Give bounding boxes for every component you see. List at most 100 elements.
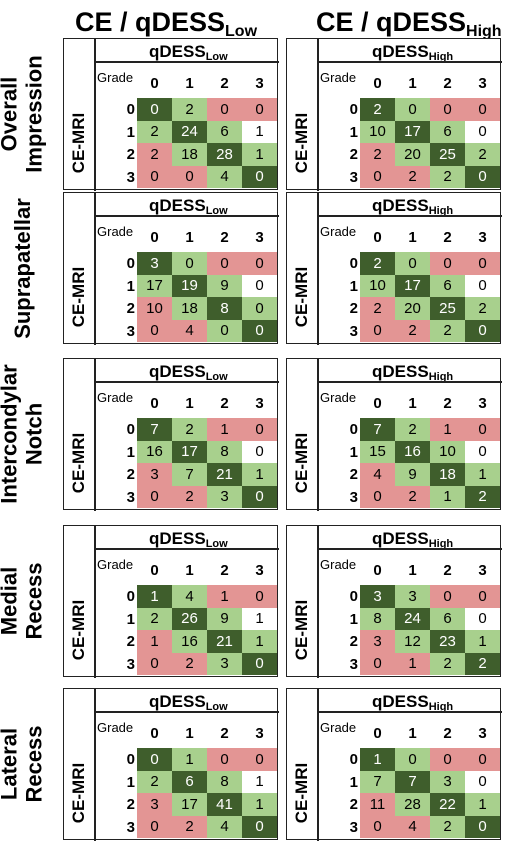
grade-label: Grade (320, 224, 357, 239)
ce-mri-axis-label: CE-MRI (292, 762, 311, 824)
column-grade-tick: 2 (443, 395, 452, 412)
matrix-cell: 1 (172, 748, 207, 771)
matrix-cell: 25 (430, 297, 465, 320)
panel-title: qDESSLow (149, 362, 228, 383)
matrix-cell: 1 (242, 120, 277, 143)
matrix-cell: 16 (395, 440, 430, 463)
row-label-line: Recess (22, 562, 48, 640)
matrix-cell: 26 (172, 607, 207, 630)
matrix-cell: 1 (242, 793, 277, 816)
row-grade-tick: 0 (126, 751, 135, 768)
column-grade-tick: 0 (373, 395, 382, 412)
panel-axis-divider (94, 526, 96, 678)
matrix-cell: 0 (430, 98, 465, 121)
matrix-cell: 0 (360, 652, 395, 675)
matrix-cell: 1 (360, 748, 395, 771)
matrix-cell: 0 (242, 252, 277, 275)
matrix-cell: 0 (137, 165, 172, 188)
column-grade-tick: 2 (443, 562, 452, 579)
ce-mri-axis-label: CE-MRI (69, 432, 88, 494)
matrix-cell: 21 (207, 630, 242, 653)
row-grade-tick: 3 (349, 488, 358, 506)
ce-mri-axis-label: CE-MRI (69, 762, 88, 824)
grade-label: Grade (320, 557, 357, 572)
matrix-cell: 17 (395, 120, 430, 143)
row-label-text: Overall Impression (0, 55, 47, 172)
panel-header-divider (317, 711, 502, 713)
matrix-cell: 7 (360, 770, 395, 793)
panel-title-subscript: High (428, 205, 454, 217)
matrix-cell: 1 (207, 585, 242, 608)
matrix-cell: 0 (242, 815, 277, 838)
matrix-cell: 2 (137, 120, 172, 143)
row-grade-tick: 2 (126, 633, 135, 650)
matrix-cell: 0 (207, 252, 242, 275)
panel-axis-divider (94, 689, 96, 841)
matrix-cell: 2 (360, 98, 395, 121)
column-grade-tick: 1 (185, 75, 194, 92)
row-grade-tick: 1 (349, 773, 358, 791)
matrix-cell: 1 (395, 652, 430, 675)
row-label-text: Medial Recess (0, 562, 47, 639)
confusion-panel-intercondylar-notch-low: qDESSLow Grade 0 1 2 3 0 1 2 3 CE-MRI 7 2 1 0 16 17 8 0 3 7 2… (63, 358, 279, 511)
matrix-cell: 0 (242, 652, 277, 675)
panel-axis-divider (317, 359, 319, 511)
matrix-cell: 4 (207, 165, 242, 188)
confusion-panel-suprapatellar-low: qDESSLow Grade 0 1 2 3 0 1 2 3 CE-MRI 3 0 0 0 17 19 9 0 10 1… (63, 192, 279, 345)
matrix-cell: 9 (207, 274, 242, 297)
column-title-subscript: High (466, 23, 502, 40)
matrix-cell: 8 (207, 770, 242, 793)
panel-title: qDESSHigh (372, 529, 453, 550)
matrix-cell: 0 (465, 165, 500, 188)
row-label-line: Intercondylar (0, 364, 22, 504)
matrix-cell: 1 (137, 630, 172, 653)
matrix-cell: 10 (360, 120, 395, 143)
matrix-cell: 7 (395, 770, 430, 793)
matrix-cell: 6 (430, 120, 465, 143)
matrix-cell: 10 (360, 274, 395, 297)
matrix-cell: 24 (172, 120, 207, 143)
row-grade-tick: 3 (126, 322, 135, 340)
matrix-cell: 7 (360, 418, 395, 441)
row-grade-tick: 3 (349, 168, 358, 186)
column-grade-tick: 1 (185, 229, 194, 246)
matrix-cell: 1 (465, 793, 500, 816)
matrix-cell: 28 (395, 793, 430, 816)
matrix-cell: 1 (465, 630, 500, 653)
matrix-cell: 16 (172, 630, 207, 653)
matrix-cell: 0 (360, 165, 395, 188)
panel-header-divider (94, 215, 279, 217)
matrix-cell: 2 (430, 165, 465, 188)
confusion-panel-intercondylar-notch-high: qDESSHigh Grade 0 1 2 3 0 1 2 3 CE-MRI 7 2 1 0 15 16 10 0 4… (286, 358, 502, 511)
confusion-panel-medial-recess-high: qDESSHigh Grade 0 1 2 3 0 1 2 3 CE-MRI 3 3 0 0 8 24 6 0 3 12… (286, 525, 502, 678)
matrix-cell: 2 (465, 485, 500, 508)
panel-title-main: qDESS (372, 529, 429, 548)
matrix-cell: 0 (360, 815, 395, 838)
matrix-cell: 2 (172, 485, 207, 508)
matrix-cell: 17 (137, 274, 172, 297)
panel-title-subscript: High (428, 538, 454, 550)
row-label-line: Medial (0, 566, 23, 636)
column-title-subscript: Low (225, 23, 258, 40)
matrix-cell: 3 (360, 585, 395, 608)
column-grade-tick: 1 (408, 229, 417, 246)
matrix-cell: 6 (207, 120, 242, 143)
matrix-cell: 41 (207, 793, 242, 816)
matrix-cell: 2 (430, 815, 465, 838)
matrix-cell: 18 (430, 463, 465, 486)
panel-header-divider (94, 711, 279, 713)
column-grade-tick: 1 (408, 395, 417, 412)
panel-header-divider (317, 381, 502, 383)
row-grade-tick: 0 (126, 101, 135, 118)
panel-title-subscript: High (428, 51, 454, 63)
matrix-cell: 28 (207, 143, 242, 166)
matrix-cell: 16 (137, 440, 172, 463)
row-grade-tick: 1 (349, 443, 358, 461)
matrix-cell: 0 (172, 165, 207, 188)
row-label-line: Suprapatellar (9, 197, 35, 339)
row-grade-tick: 1 (126, 773, 135, 791)
matrix-cell: 0 (207, 319, 242, 342)
matrix-cell: 3 (137, 463, 172, 486)
grade-label: Grade (97, 557, 134, 572)
matrix-cell: 2 (395, 165, 430, 188)
